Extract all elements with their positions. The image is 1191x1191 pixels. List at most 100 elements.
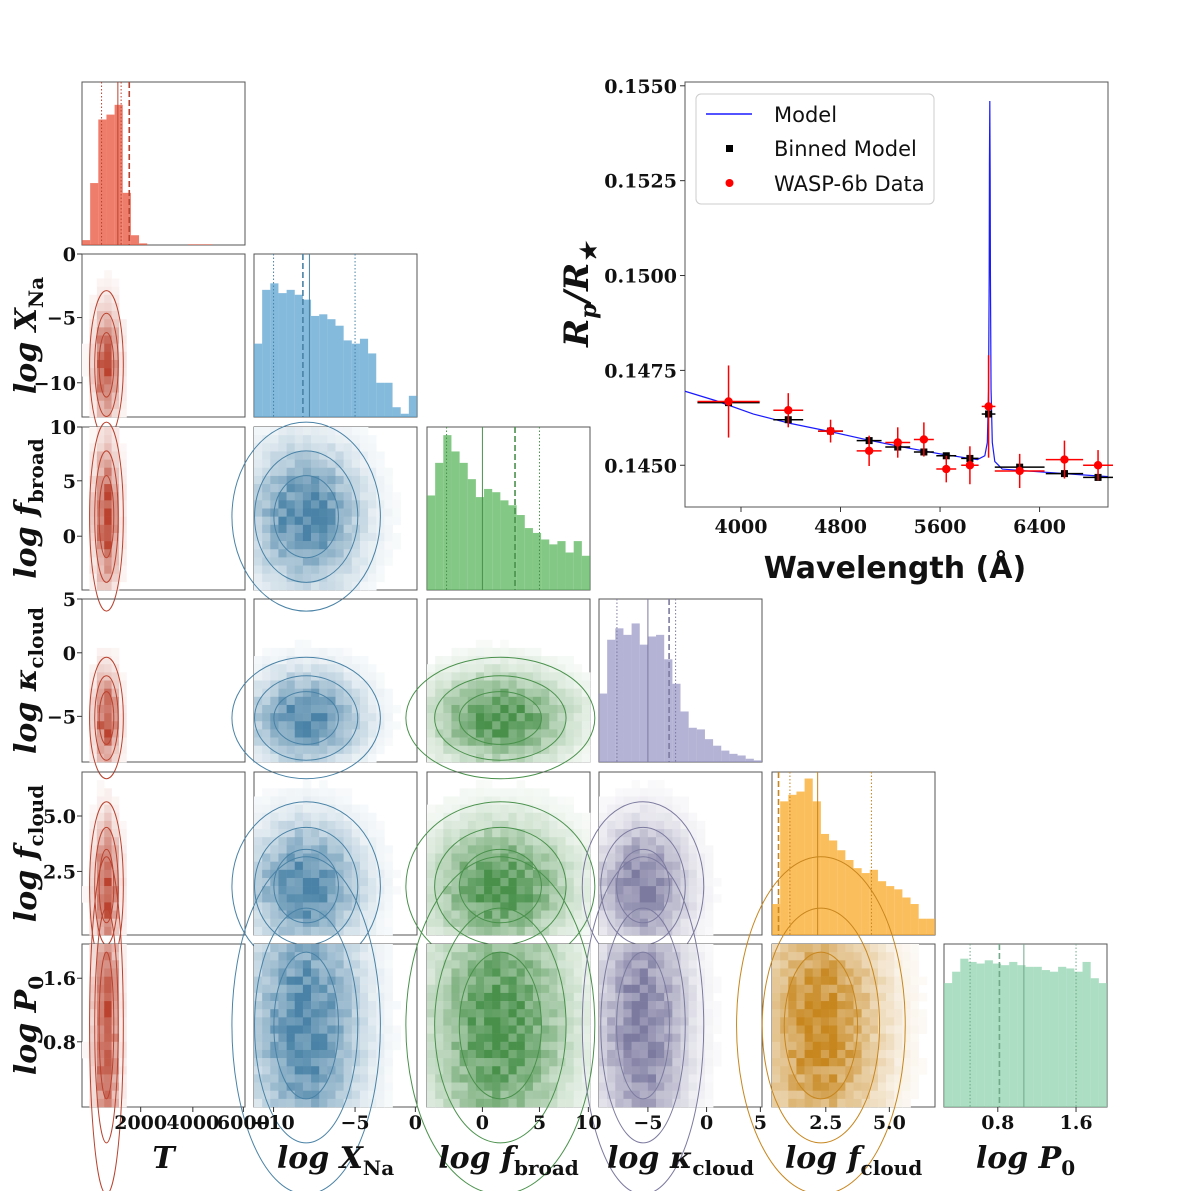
density-cell — [351, 812, 361, 822]
density-cell — [262, 656, 271, 665]
density-cell — [492, 1017, 501, 1026]
density-cell — [286, 484, 296, 493]
density-cell — [516, 1074, 526, 1083]
density-cell — [459, 992, 469, 1002]
density-cell — [294, 467, 304, 477]
density-cell — [541, 952, 550, 961]
density-cell — [853, 1049, 862, 1059]
density-cell — [869, 1017, 879, 1026]
density-cell — [812, 1066, 822, 1075]
density-cell — [500, 680, 509, 689]
density-cell — [459, 1090, 469, 1100]
density-cell — [877, 952, 887, 961]
density-cell — [623, 1058, 632, 1067]
density-cell — [837, 1033, 846, 1043]
density-cell — [319, 1074, 328, 1083]
density-cell — [599, 1009, 608, 1018]
density-cell — [427, 1025, 436, 1034]
density-cell — [294, 581, 304, 591]
density-cell — [688, 984, 698, 994]
density-cell — [820, 992, 830, 1002]
density-cell — [467, 1001, 477, 1010]
density-cell — [319, 1049, 328, 1059]
density-cell — [368, 1025, 377, 1034]
density-cell — [368, 886, 377, 895]
hist-bar-P0 — [1098, 983, 1107, 1107]
density-cell — [704, 944, 714, 953]
density-cell — [254, 672, 263, 681]
density-cell — [672, 1074, 681, 1083]
hist-bar-fc — [804, 778, 813, 935]
density-cell — [376, 960, 385, 969]
density-cell — [631, 788, 641, 797]
density-cell — [532, 1033, 542, 1043]
density-cell — [623, 820, 632, 830]
density-cell — [254, 952, 263, 961]
density-cell — [96, 1033, 105, 1043]
hist-bar-fc — [910, 904, 919, 935]
density-cell — [435, 1041, 444, 1051]
density-cell — [484, 877, 493, 887]
hist-bar-kc — [615, 628, 624, 762]
density-cell — [696, 829, 706, 838]
density-cell — [524, 1001, 534, 1010]
density-cell — [278, 508, 287, 517]
density-panel-fc-P0 — [736, 856, 936, 1191]
density-cell — [270, 992, 279, 1002]
density-cell — [343, 926, 353, 936]
density-cell — [359, 886, 369, 895]
y-tick-label-Na: 0 — [63, 244, 76, 266]
density-cell — [311, 812, 320, 822]
density-cell — [492, 926, 501, 936]
density-cell — [294, 1041, 304, 1051]
density-cell — [427, 1058, 436, 1067]
density-cell — [820, 1041, 830, 1051]
density-cell — [286, 1041, 296, 1051]
density-cell — [343, 820, 353, 830]
hist-bar-fc — [845, 860, 854, 935]
density-cell — [302, 1090, 312, 1100]
density-cell — [475, 745, 485, 755]
density-cell — [311, 837, 320, 846]
density-cell — [894, 944, 903, 953]
legend-model-label: Model — [774, 103, 837, 127]
density-cell — [623, 1049, 632, 1059]
density-cell — [696, 976, 706, 986]
density-cell — [565, 696, 574, 706]
density-cell — [335, 647, 344, 657]
density-cell — [532, 853, 542, 862]
density-cell — [351, 745, 361, 755]
hist-panel-P0 — [943, 943, 1108, 1108]
density-cell — [459, 721, 469, 730]
density-cell — [435, 713, 444, 722]
density-cell — [104, 335, 112, 344]
density-cell — [427, 976, 436, 986]
density-cell — [343, 664, 353, 673]
density-cell — [104, 804, 112, 814]
density-cell — [532, 877, 542, 887]
density-cell — [623, 968, 632, 977]
density-cell — [319, 1001, 328, 1010]
density-cell — [359, 680, 369, 689]
density-cell — [869, 1001, 879, 1010]
density-cell — [294, 451, 304, 460]
density-cell — [443, 664, 452, 673]
density-cell — [392, 492, 401, 501]
density-cell — [688, 861, 698, 871]
density-cell — [631, 804, 641, 814]
density-cell — [335, 1049, 344, 1059]
density-cell — [492, 753, 501, 763]
density-cell — [704, 1001, 714, 1010]
density-cell — [631, 976, 641, 986]
density-cell — [111, 753, 120, 763]
density-cell — [343, 1098, 353, 1108]
density-cell — [680, 960, 689, 969]
density-cell — [254, 484, 263, 493]
density-cell — [96, 302, 105, 312]
density-cell — [680, 1058, 689, 1067]
density-cell — [278, 713, 287, 722]
density-cell — [484, 639, 493, 649]
density-cell — [557, 664, 566, 673]
density-cell — [451, 664, 460, 673]
